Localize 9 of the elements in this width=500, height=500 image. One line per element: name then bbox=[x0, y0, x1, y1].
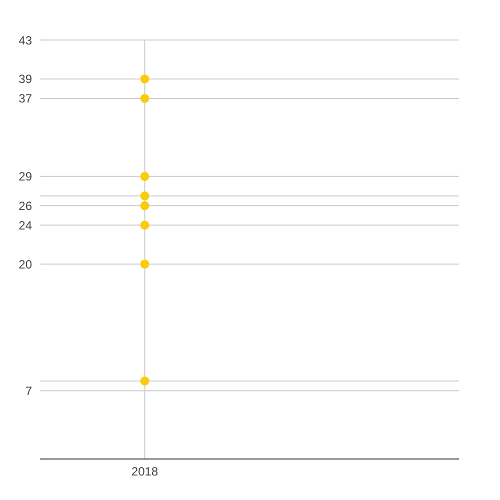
y-tick-label: 29 bbox=[18, 170, 32, 184]
x-tick-label: 2018 bbox=[131, 464, 158, 479]
y-tick-label: 43 bbox=[18, 33, 32, 48]
y-tick-label: 20 bbox=[18, 257, 32, 272]
y-tick-label: 39 bbox=[18, 72, 32, 86]
y-tick-label: 7 bbox=[25, 384, 32, 398]
y-tick-label: 24 bbox=[18, 218, 32, 232]
y-tick-label: 37 bbox=[18, 92, 32, 106]
y-tick-label: 26 bbox=[18, 198, 32, 213]
